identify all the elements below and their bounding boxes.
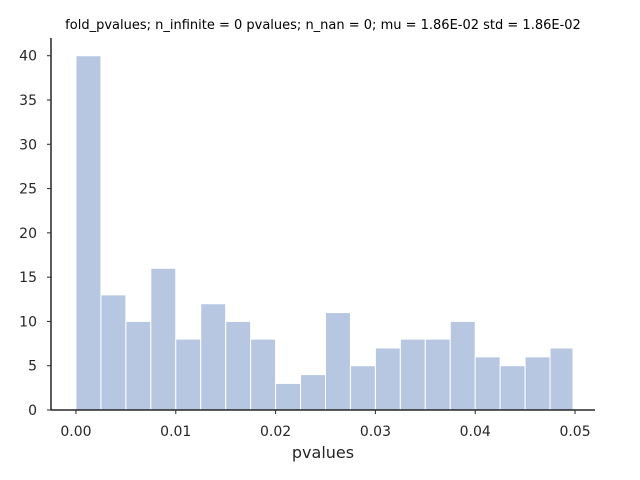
histogram-bar — [100, 294, 127, 411]
histogram-bar — [374, 347, 401, 411]
histogram-bar — [524, 356, 551, 411]
histogram-bar — [275, 382, 302, 411]
x-tick-label: 0.01 — [160, 424, 191, 440]
x-axis-label: pvalues — [292, 443, 354, 462]
y-tick-label: 0 — [28, 403, 37, 419]
histogram-bar — [175, 338, 202, 411]
histogram-bar — [150, 267, 177, 411]
histogram-bar — [499, 365, 526, 411]
y-axis-ticks: 0 5 10 15 20 25 30 35 40 — [19, 49, 51, 419]
x-tick-label: 0.03 — [360, 424, 391, 440]
x-tick-label: 0.02 — [260, 424, 291, 440]
x-axis-ticks: 0.00 0.01 0.02 0.03 0.04 0.05 — [60, 410, 591, 440]
chart-title: fold_pvalues; n_infinite = 0 pvalues; n_… — [65, 18, 581, 33]
histogram-bar — [125, 320, 152, 411]
histogram-bar — [549, 347, 574, 411]
y-tick-label: 15 — [19, 270, 37, 286]
histogram-bar — [399, 338, 426, 411]
histogram-bar — [424, 338, 451, 411]
y-tick-label: 30 — [19, 137, 37, 153]
histogram-bar — [200, 303, 227, 411]
y-tick-label: 5 — [28, 359, 37, 375]
histogram-bar — [349, 365, 376, 411]
x-tick-label: 0.04 — [460, 424, 491, 440]
x-tick-label: 0.00 — [60, 424, 91, 440]
histogram-bar — [75, 55, 102, 411]
histogram-bar — [225, 320, 252, 411]
y-tick-label: 40 — [19, 49, 37, 65]
y-tick-label: 10 — [19, 314, 37, 330]
histogram-bar — [250, 338, 277, 411]
x-tick-label: 0.05 — [559, 424, 590, 440]
bars-group — [75, 55, 574, 411]
histogram-bar — [474, 356, 501, 411]
histogram-bar — [324, 312, 351, 411]
histogram-bar — [449, 320, 476, 411]
y-tick-label: 20 — [19, 226, 37, 242]
y-tick-label: 25 — [19, 182, 37, 198]
y-tick-label: 35 — [19, 93, 37, 109]
histogram-bar — [300, 374, 326, 411]
